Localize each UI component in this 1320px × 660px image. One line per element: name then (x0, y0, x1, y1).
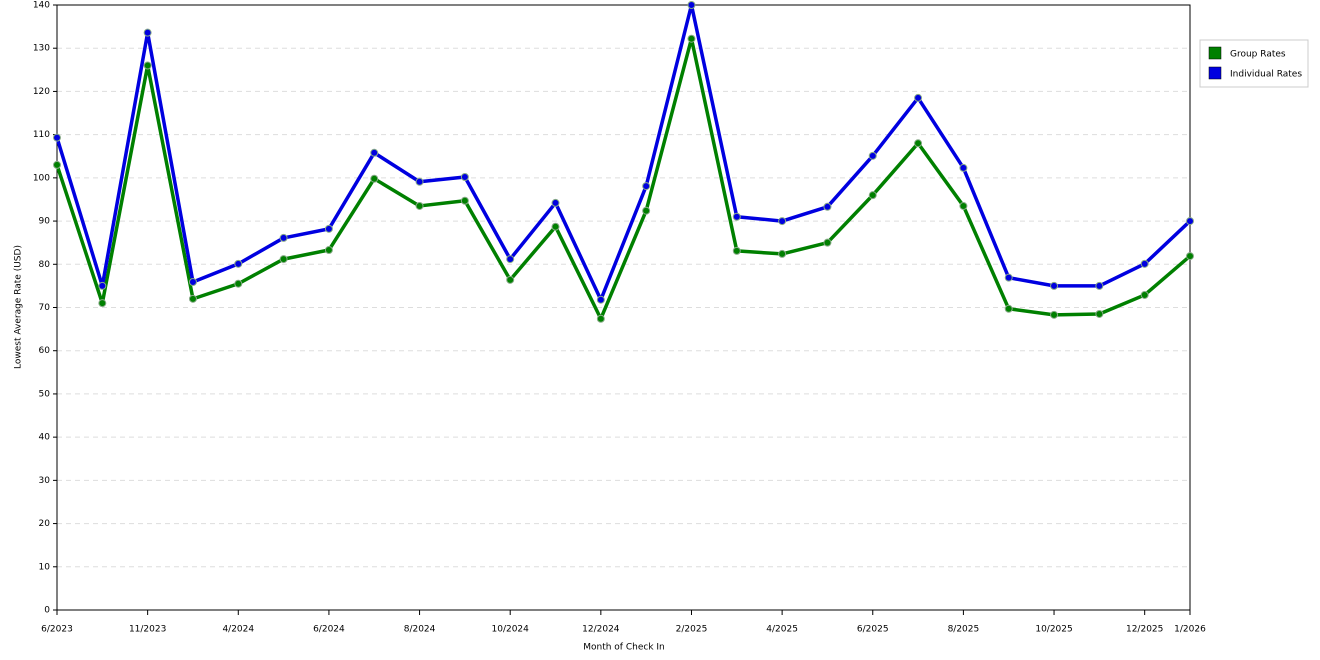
y-tick-label: 40 (39, 433, 51, 443)
y-tick-label: 140 (33, 1, 50, 11)
data-point (370, 174, 379, 183)
y-tick-label: 20 (39, 519, 51, 529)
y-tick-label: 100 (33, 173, 50, 183)
y-tick-label: 80 (39, 260, 51, 270)
x-tick-label: 1/2026 (1174, 625, 1206, 635)
x-tick-label: 12/2024 (582, 625, 620, 635)
x-tick-label: 2/2025 (676, 625, 708, 635)
data-point (823, 238, 832, 247)
data-point (460, 196, 469, 205)
legend: Group Rates Individual Rates (1199, 39, 1309, 88)
data-point (868, 151, 877, 160)
y-tick-label: 0 (44, 606, 50, 616)
y-tick-label: 30 (39, 476, 51, 486)
data-point (143, 61, 152, 70)
x-tick-label: 6/2025 (857, 625, 889, 635)
series-line (55, 3, 1192, 302)
data-point (415, 201, 424, 210)
data-point (914, 139, 923, 148)
legend-label: Group Rates (1230, 50, 1286, 60)
data-point (1050, 310, 1059, 319)
data-point (642, 182, 651, 191)
data-point (1004, 273, 1013, 282)
data-point (234, 259, 243, 268)
x-tick-label: 6/2024 (313, 625, 345, 635)
data-point (687, 34, 696, 43)
data-point (324, 246, 333, 255)
series-line (55, 36, 1192, 321)
data-point (279, 255, 288, 264)
y-tick-label: 90 (39, 217, 51, 227)
legend-swatch (1208, 66, 1222, 80)
x-tick-label: 10/2024 (492, 625, 530, 635)
data-point (596, 314, 605, 323)
data-point (98, 281, 107, 290)
y-tick-label: 120 (33, 87, 50, 97)
data-point (732, 212, 741, 221)
data-point (596, 295, 605, 304)
data-point (53, 133, 61, 142)
x-tick-label: 4/2024 (222, 625, 254, 635)
data-point (551, 222, 560, 231)
plot-frame (56, 4, 1191, 611)
data-point (732, 246, 741, 255)
y-tick-label: 60 (39, 346, 51, 356)
data-point (506, 275, 515, 284)
data-point (551, 198, 560, 207)
data-point (143, 28, 152, 37)
data-point (823, 202, 832, 211)
x-tick-label: 4/2025 (766, 625, 798, 635)
data-point (53, 160, 61, 169)
x-tick-label: 12/2025 (1126, 625, 1163, 635)
y-tick-label: 130 (33, 44, 50, 54)
data-point (778, 249, 787, 258)
data-point (1095, 309, 1104, 318)
x-tick-label: 10/2025 (1035, 625, 1072, 635)
data-point (868, 191, 877, 200)
data-point (188, 278, 197, 287)
data-point (1095, 281, 1104, 290)
y-tick-label: 110 (33, 130, 50, 140)
legend-swatch (1208, 46, 1222, 60)
data-point (959, 163, 968, 172)
data-point (324, 224, 333, 233)
data-point (642, 206, 651, 215)
data-point (1004, 304, 1013, 313)
legend-label: Individual Rates (1230, 70, 1302, 80)
data-point (778, 217, 787, 226)
y-tick-label: 10 (39, 562, 51, 572)
data-point (914, 93, 923, 102)
x-tick-label: 8/2024 (404, 625, 436, 635)
data-point (687, 1, 696, 9)
y-axis-label: Lowest Average Rate (USD) (14, 245, 24, 369)
data-point (370, 148, 379, 157)
x-tick-label: 6/2023 (41, 625, 73, 635)
data-point (959, 201, 968, 210)
x-tick-label: 11/2023 (129, 625, 166, 635)
data-point (1186, 217, 1194, 226)
x-axis-label: Month of Check In (583, 643, 665, 653)
x-tick-label: 8/2025 (948, 625, 980, 635)
data-point (279, 233, 288, 242)
data-point (1050, 281, 1059, 290)
data-point (98, 299, 107, 308)
y-tick-label: 50 (39, 389, 51, 399)
data-point (1140, 259, 1149, 268)
data-point (1140, 290, 1149, 299)
data-point (460, 172, 469, 181)
data-point (415, 177, 424, 186)
data-point (506, 255, 515, 264)
data-point (188, 294, 197, 303)
y-tick-label: 70 (39, 303, 51, 313)
data-point (1186, 252, 1194, 261)
data-point (234, 279, 243, 288)
